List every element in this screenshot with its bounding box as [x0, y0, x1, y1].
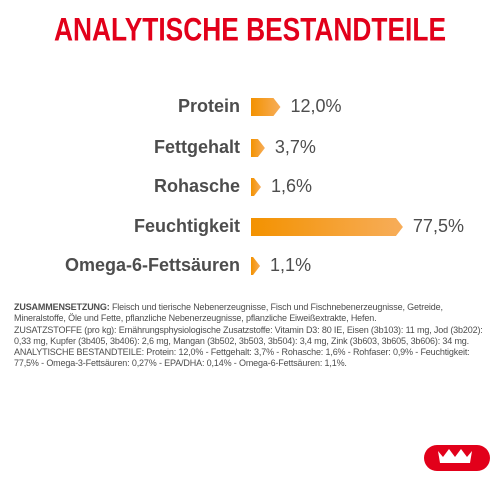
additives-text: ZUSATZSTOFFE (pro kg): Ernährungsphysiol… [14, 324, 483, 346]
value-label: 12,0% [290, 96, 341, 116]
value-label: 1,1% [270, 255, 311, 275]
composition-text: Fleisch und tierische Nebenerzeugnisse, … [14, 302, 443, 324]
value-label: 1,6% [271, 176, 312, 196]
bar [251, 178, 261, 196]
category-label: Omega-6-Fettsäuren [65, 255, 240, 275]
composition-paragraph: ZUSAMMENSETZUNG: Fleisch und tierische N… [14, 302, 488, 325]
chart-title: ANALYTISCHE BESTANDTEILE [54, 11, 446, 47]
bar [251, 257, 261, 275]
bar [251, 218, 403, 236]
value-label: 77,5% [413, 216, 464, 236]
category-label: Fettgehalt [154, 137, 240, 157]
category-label: Rohasche [154, 176, 240, 196]
composition-heading: ZUSAMMENSETZUNG: [14, 302, 110, 312]
value-label: 3,7% [275, 137, 316, 157]
bar [251, 139, 265, 157]
bar [251, 98, 281, 116]
composition: ZUSAMMENSETZUNG: Fleisch und tierische N… [14, 302, 488, 370]
category-label: Feuchtigkeit [134, 216, 240, 236]
analysis-text: ANALYTISCHE BESTANDTEILE: Protein: 12,0%… [14, 347, 470, 369]
category-label: Protein [178, 96, 240, 116]
logo [424, 445, 490, 471]
